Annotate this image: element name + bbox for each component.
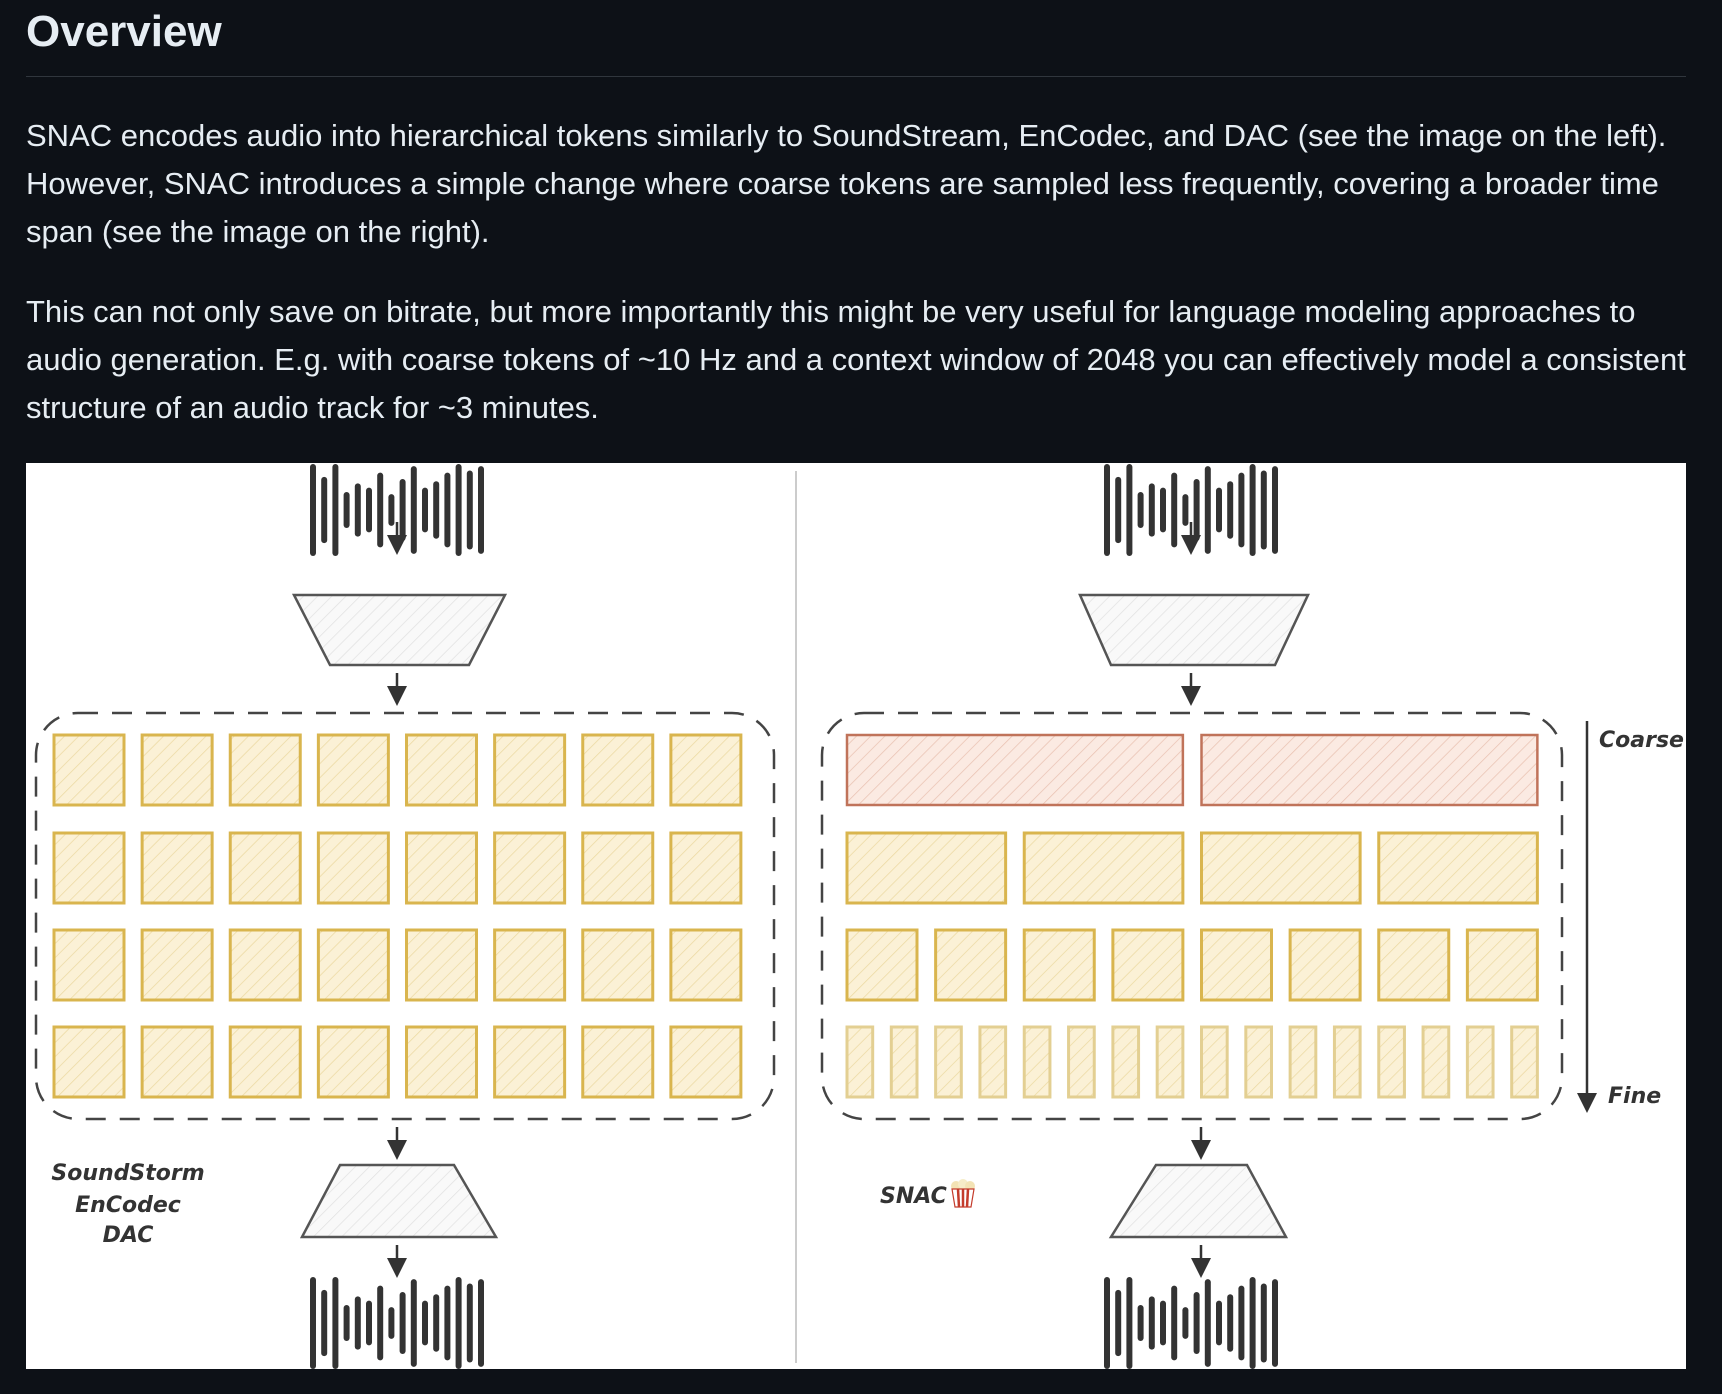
overview-paragraph-1: SNAC encodes audio into hierarchical tok…: [26, 118, 1667, 249]
left-output-waveform: [310, 1277, 484, 1369]
right-token-row4: [1200, 1025, 1229, 1099]
left-input-waveform: [310, 464, 484, 556]
right-token-row2: [1377, 831, 1539, 905]
left-token-row4: [228, 1025, 302, 1099]
right-token-row3: [1377, 928, 1451, 1002]
left-token-row4: [581, 1025, 655, 1099]
left-token-container: [34, 711, 776, 1121]
right-token-row3: [1022, 928, 1096, 1002]
right-token-row2: [1022, 831, 1185, 905]
right-token-row2: [1200, 831, 1362, 905]
right-token-row4: [1244, 1025, 1273, 1099]
scale-label-coarse: Coarse: [1599, 728, 1684, 753]
left-token-row3: [581, 928, 655, 1002]
right-token-row4: [934, 1025, 963, 1099]
left-token-row2: [140, 831, 214, 905]
left-token-row2: [316, 831, 390, 905]
right-token-row4: [1421, 1025, 1451, 1099]
left-panel: SoundStorm EnCodec DAC: [34, 464, 776, 1369]
right-token-container: [820, 711, 1564, 1121]
left-token-row3: [405, 928, 478, 1002]
left-token-row1: [140, 733, 214, 807]
left-token-row2: [52, 831, 126, 905]
left-token-row4: [52, 1025, 126, 1099]
left-token-row2: [669, 831, 743, 905]
heading-divider: [26, 76, 1686, 77]
figure-canvas: SoundStorm EnCodec DAC SNAC: [34, 464, 1684, 1369]
right-token-row4: [1288, 1025, 1318, 1099]
left-token-row1: [669, 733, 743, 807]
right-token-row3: [1111, 928, 1185, 1002]
snac-comparison-figure: SoundStorm EnCodec DAC SNAC: [26, 463, 1686, 1369]
right-encoder: [1078, 593, 1310, 667]
left-token-row1: [228, 733, 302, 807]
left-token-row1: [581, 733, 655, 807]
right-label-snac: SNAC: [880, 1184, 947, 1209]
right-token-row4: [1155, 1025, 1185, 1099]
left-token-row2: [228, 831, 302, 905]
left-token-row1: [52, 733, 126, 807]
right-token-row4: [978, 1025, 1008, 1099]
right-token-grid: [845, 733, 1539, 1099]
right-token-row4: [1510, 1025, 1539, 1099]
left-token-row3: [493, 928, 567, 1002]
left-token-row3: [140, 928, 214, 1002]
left-token-row4: [405, 1025, 478, 1099]
left-token-row1: [493, 733, 567, 807]
right-token-row4: [889, 1025, 919, 1099]
left-label-soundstorm: SoundStorm: [51, 1161, 204, 1186]
right-token-row1: [845, 733, 1185, 807]
right-panel: SNAC Coarse Fine: [820, 464, 1684, 1369]
left-token-row1: [316, 733, 390, 807]
left-token-row1: [405, 733, 478, 807]
left-token-row4: [669, 1025, 743, 1099]
left-token-row3: [52, 928, 126, 1002]
left-decoder: [299, 1163, 499, 1239]
page-heading: Overview: [26, 7, 222, 56]
right-token-row3: [934, 928, 1008, 1002]
right-token-row3: [1465, 928, 1539, 1002]
left-token-row2: [493, 831, 567, 905]
left-token-grid: [52, 733, 743, 1099]
left-token-row2: [405, 831, 478, 905]
left-label-dac: DAC: [103, 1223, 154, 1248]
left-token-row3: [228, 928, 302, 1002]
right-output-waveform: [1104, 1277, 1278, 1369]
right-token-row4: [1111, 1025, 1141, 1099]
right-input-waveform: [1104, 464, 1278, 556]
left-token-row4: [316, 1025, 390, 1099]
left-token-row3: [316, 928, 390, 1002]
right-token-row4: [1332, 1025, 1362, 1099]
left-token-row2: [581, 831, 655, 905]
right-token-row4: [1022, 1025, 1052, 1099]
right-token-row2: [845, 831, 1008, 905]
popcorn-icon: [951, 1179, 975, 1208]
left-label-encodec: EnCodec: [75, 1193, 181, 1218]
right-decoder: [1108, 1163, 1289, 1239]
scale-label-fine: Fine: [1608, 1084, 1661, 1109]
left-encoder: [291, 593, 508, 667]
right-token-row3: [1200, 928, 1273, 1002]
right-token-row4: [1465, 1025, 1495, 1099]
right-token-row1: [1200, 733, 1539, 807]
left-token-row4: [493, 1025, 567, 1099]
right-token-row4: [1067, 1025, 1096, 1099]
right-token-row4: [845, 1025, 875, 1099]
right-token-row4: [1377, 1025, 1406, 1099]
right-token-row3: [845, 928, 919, 1002]
left-token-row4: [140, 1025, 214, 1099]
left-token-row3: [669, 928, 743, 1002]
overview-paragraph-2: This can not only save on bitrate, but m…: [26, 294, 1686, 425]
right-token-row3: [1288, 928, 1362, 1002]
